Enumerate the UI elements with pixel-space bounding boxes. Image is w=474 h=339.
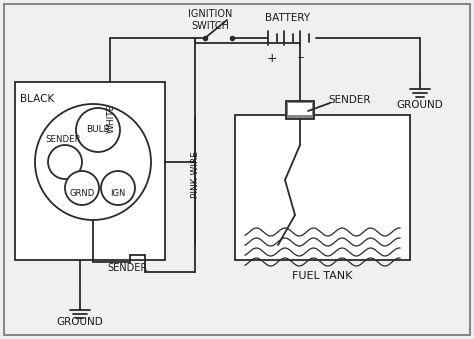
Text: BLACK: BLACK (20, 94, 54, 104)
Text: BATTERY: BATTERY (265, 13, 310, 23)
Bar (286, 101, 314, 119)
Text: SENDER: SENDER (108, 263, 148, 273)
Circle shape (76, 108, 120, 152)
Text: IGN: IGN (110, 188, 126, 198)
Text: SENDER: SENDER (329, 95, 371, 105)
Text: GROUND: GROUND (397, 100, 443, 110)
Text: IGNITION
SWITCH: IGNITION SWITCH (188, 9, 232, 31)
Text: SENDER: SENDER (45, 136, 81, 144)
Bar (235, 115, 410, 260)
Circle shape (35, 104, 151, 220)
Text: PINK WIRE: PINK WIRE (191, 152, 201, 198)
Text: GROUND: GROUND (56, 317, 103, 327)
Bar (15, 82, 165, 260)
Circle shape (65, 171, 99, 205)
Text: GRND: GRND (69, 188, 95, 198)
Text: –: – (298, 52, 304, 64)
Text: FUEL TANK: FUEL TANK (292, 271, 352, 281)
Circle shape (101, 171, 135, 205)
Text: WHITE: WHITE (107, 103, 116, 133)
Circle shape (48, 145, 82, 179)
Bar (288, 103, 312, 115)
Text: BULB: BULB (86, 125, 110, 135)
Text: +: + (267, 52, 277, 64)
